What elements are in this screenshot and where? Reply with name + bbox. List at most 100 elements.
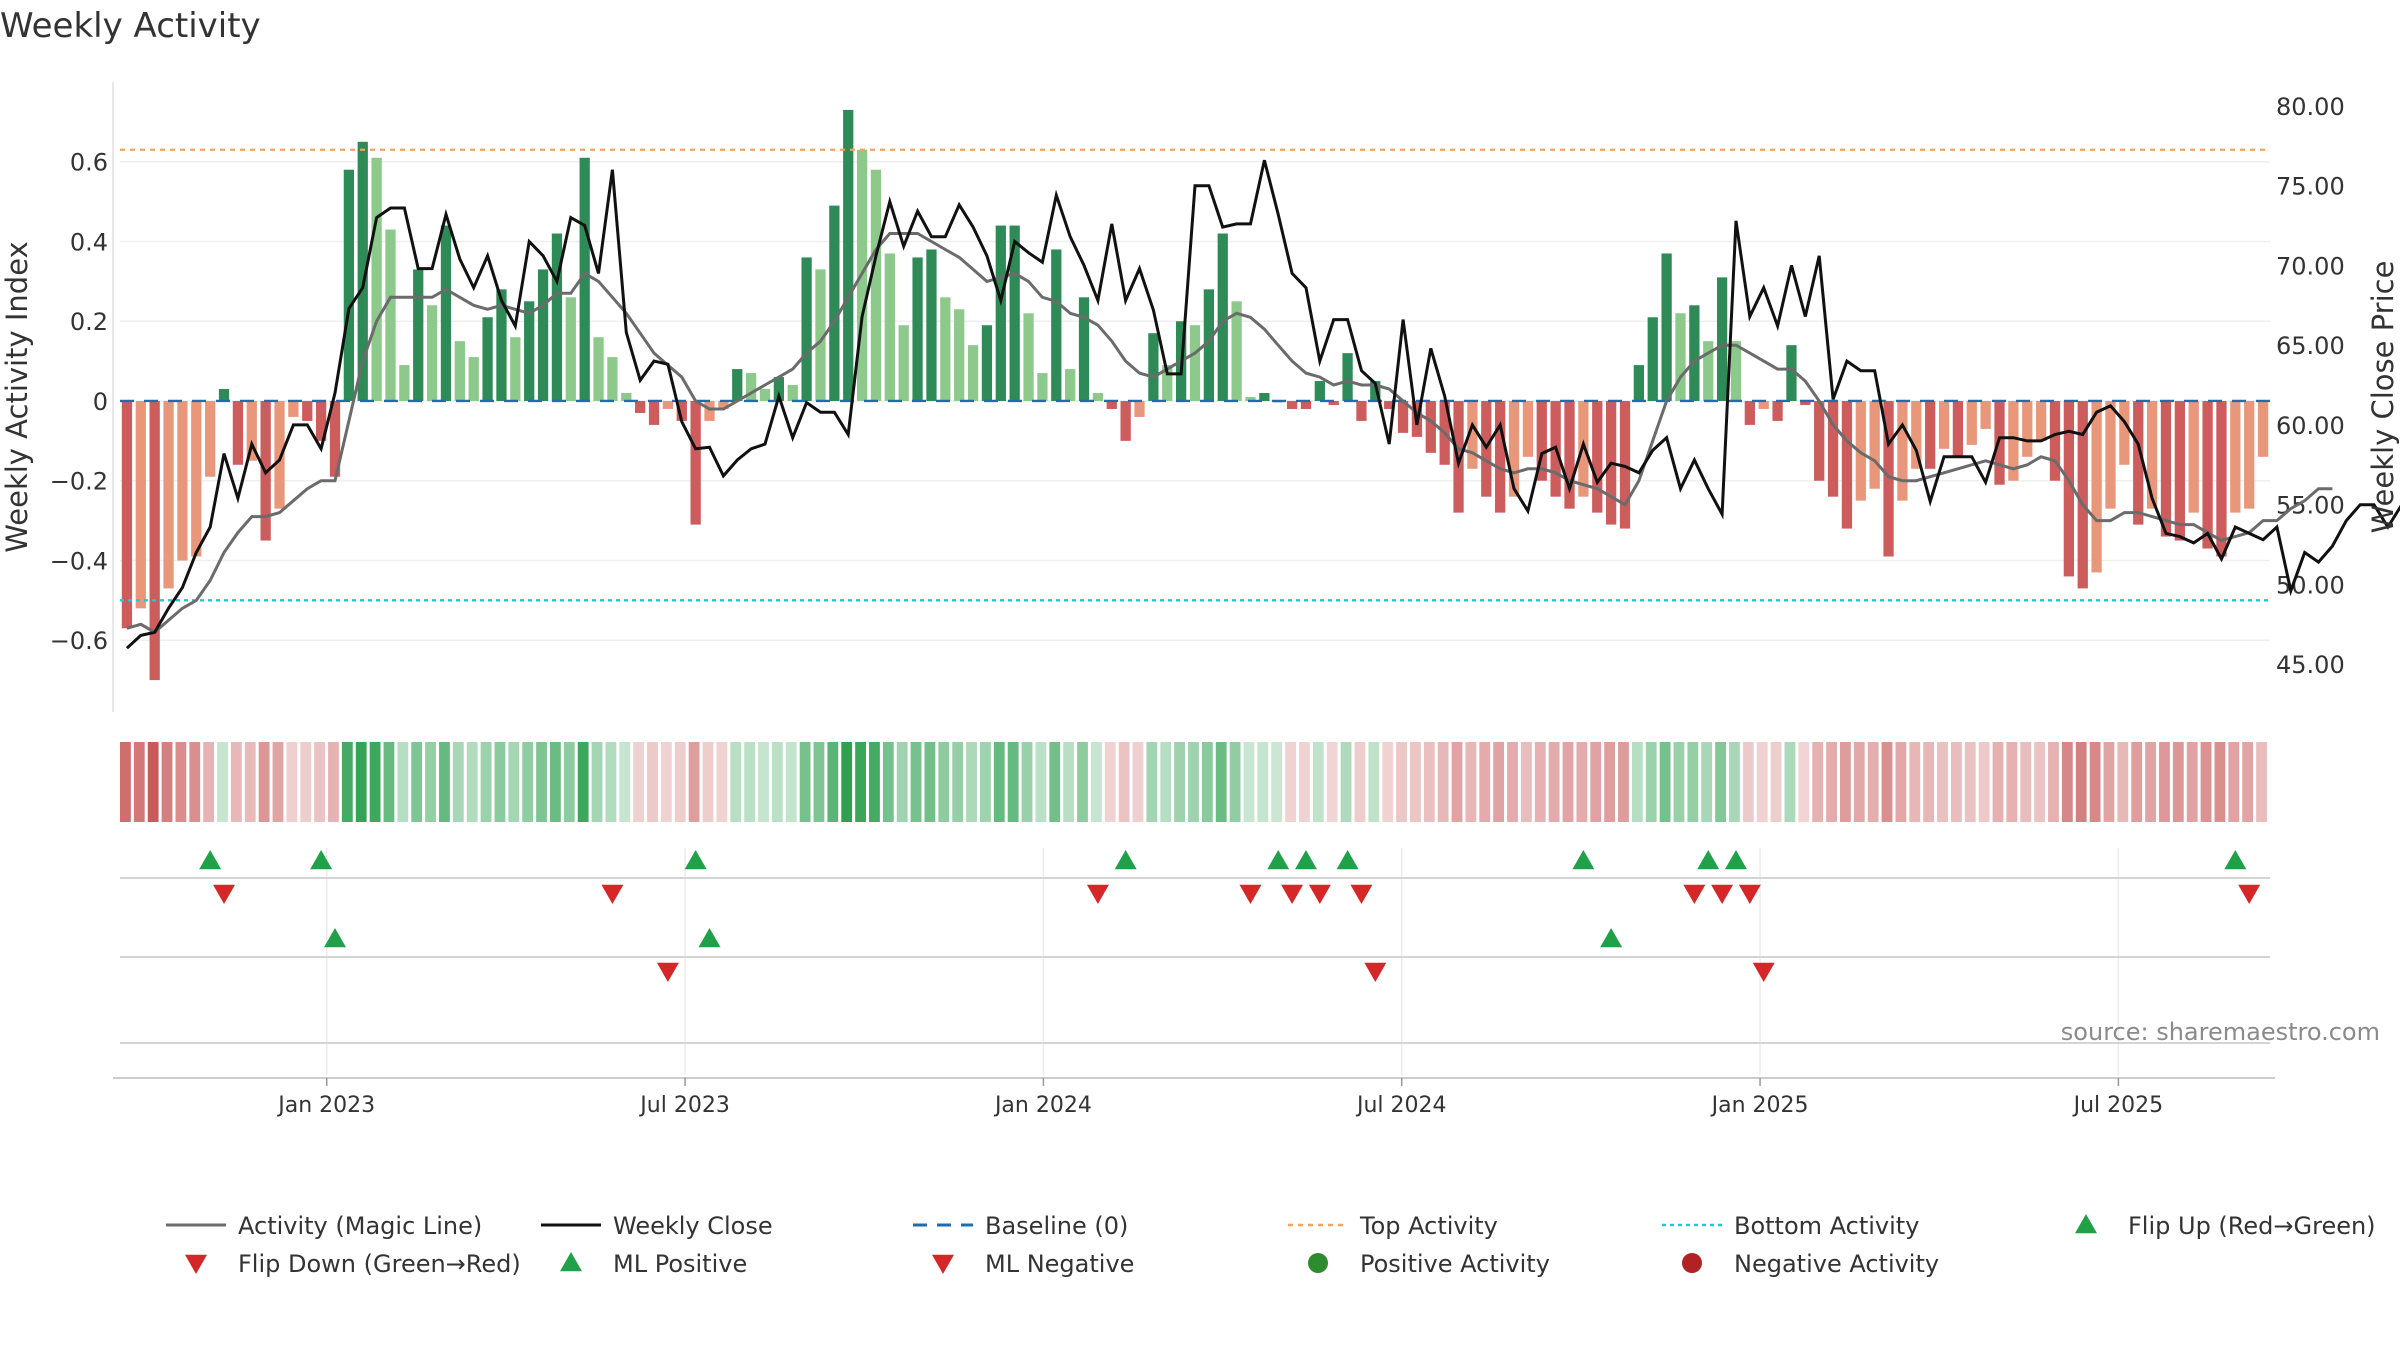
activity-bar (1675, 313, 1686, 401)
heat-cell (1215, 742, 1227, 822)
heat-cell (1007, 742, 1019, 822)
heat-cell (550, 742, 561, 822)
marker-panel: Jan 2023 Jul 2023 Jan 2024 Jul 2024 Jan 2025… (113, 848, 2380, 1118)
activity-bar (1245, 397, 1256, 401)
heat-cell (619, 742, 631, 822)
activity-bar (315, 400, 327, 441)
activity-bar (218, 389, 230, 401)
heat-cell (1548, 742, 1560, 822)
left-tick-label: 0.2 (70, 308, 108, 336)
x-tick-label: Jan 2024 (993, 1093, 1092, 1118)
activity-bar (565, 297, 576, 401)
heat-cell (161, 742, 173, 822)
activity-bar (1703, 341, 1714, 401)
activity-bar (1078, 297, 1090, 401)
right-tick-label: 65.00 (2276, 332, 2345, 360)
heat-cell (397, 742, 409, 822)
heat-cell (1895, 742, 1907, 822)
heat-cell (2103, 742, 2115, 822)
activity-bar (704, 400, 715, 421)
activity-bar (399, 365, 410, 401)
flip-up-marker (1697, 850, 1720, 870)
heat-cell (1909, 742, 1921, 822)
activity-bar (2188, 400, 2199, 513)
heat-cell (1590, 742, 1602, 822)
legend-swatch (560, 1252, 582, 1272)
activity-bar (801, 257, 812, 401)
right-tick-label: 75.00 (2276, 173, 2345, 201)
heat-cell (841, 742, 853, 822)
heat-cell (1160, 742, 1172, 822)
legend-item-flipdown: Flip Down (Green→Red) (185, 1250, 521, 1278)
activity-bar (1148, 333, 1159, 401)
activity-bar (940, 297, 951, 401)
heat-cell (1118, 742, 1130, 822)
heat-cell (1243, 742, 1255, 822)
activity-bar (1356, 400, 1367, 421)
legend-item-mlpos: ML Positive (560, 1250, 747, 1278)
activity-bar (2119, 400, 2130, 465)
activity-bar (1980, 400, 1991, 429)
activity-bar (1217, 233, 1228, 401)
activity-bar (2230, 400, 2241, 513)
heat-cell (2145, 742, 2156, 822)
legend-label: Activity (Magic Line) (238, 1212, 482, 1240)
heat-cell (1368, 742, 1380, 822)
legend-item-mlneg: ML Negative (932, 1250, 1134, 1278)
activity-bar (1869, 400, 1880, 489)
legend-swatch (185, 1254, 207, 1274)
activity-bar (2049, 400, 2061, 481)
heat-cell (2256, 742, 2267, 822)
activity-bar (1966, 400, 1977, 445)
flip-down-marker (2238, 884, 2261, 904)
activity-bar (1467, 400, 1478, 469)
activity-bar (1189, 325, 1201, 401)
heat-cell (1146, 742, 1158, 822)
heat-cell (1673, 742, 1685, 822)
heat-cell (702, 742, 714, 822)
activity-bar (635, 400, 646, 413)
legend-label: ML Negative (985, 1250, 1134, 1278)
activity-bar (1564, 400, 1575, 509)
activity-bar (607, 357, 618, 401)
activity-bar (954, 309, 965, 401)
heat-cell (1923, 742, 1935, 822)
heat-cell (217, 742, 228, 822)
left-tick-label: −0.6 (50, 627, 108, 655)
activity-bar (2202, 400, 2213, 549)
activity-bar (288, 400, 299, 417)
activity-bar (1536, 400, 1547, 481)
heat-cell (799, 742, 811, 822)
heat-cell (1770, 742, 1782, 822)
flip-down-marker (1281, 884, 1304, 904)
heat-cell (993, 742, 1005, 822)
activity-bar (1092, 393, 1104, 401)
legend-item-magic: Activity (Magic Line) (166, 1212, 482, 1240)
flip-down-marker (1086, 884, 1109, 904)
activity-bar (121, 400, 133, 629)
activity-bar (690, 400, 701, 525)
activity-bar (1495, 400, 1506, 513)
activity-bar (1384, 400, 1395, 409)
activity-bar (2257, 400, 2269, 457)
activity-bar (2146, 400, 2158, 509)
activity-bar (1286, 400, 1298, 409)
heat-cell (938, 742, 950, 822)
heat-cell (1465, 742, 1477, 822)
flip-down-marker (1239, 884, 1262, 904)
legend-label: Baseline (0) (985, 1212, 1128, 1240)
heat-cell (1271, 742, 1283, 822)
heat-cell (120, 742, 131, 822)
activity-bar (1952, 400, 1964, 457)
heat-cell (258, 742, 270, 822)
activity-bar (1592, 400, 1603, 513)
heat-cell (855, 742, 866, 822)
activity-bar (1994, 400, 2005, 485)
heat-cell (1826, 742, 1837, 822)
ml-negative-marker (656, 962, 679, 982)
left-tick-label: −0.4 (50, 547, 108, 575)
activity-bar (967, 345, 979, 401)
heat-cell (1326, 742, 1338, 822)
heat-cell (910, 742, 922, 822)
heat-cell (230, 742, 242, 822)
